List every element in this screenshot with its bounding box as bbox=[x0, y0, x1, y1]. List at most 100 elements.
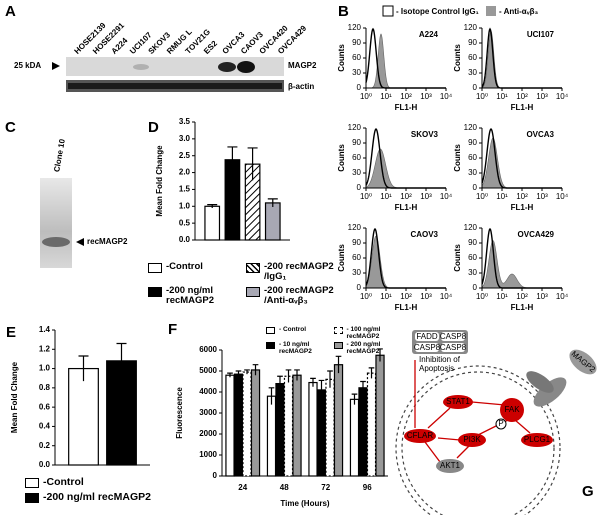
band-label: recMAGP2 bbox=[87, 237, 128, 246]
bar bbox=[233, 373, 244, 477]
legend-label: -200 ng/ml recMAGP2 bbox=[43, 490, 151, 503]
y-axis-label: Counts bbox=[337, 144, 346, 172]
legend-label: - 10 ng/ml recMAGP2 bbox=[279, 341, 312, 356]
x-axis-label: FL1-H bbox=[395, 103, 418, 112]
x-tick-label: 10³ bbox=[420, 192, 432, 201]
y-tick-label: 120 bbox=[348, 223, 362, 232]
x-tick-label: 10¹ bbox=[496, 292, 508, 301]
legend-item: - 10 ng/ml recMAGP2 bbox=[266, 341, 331, 355]
gel bbox=[40, 178, 72, 268]
y-tick-label: 5000 bbox=[199, 366, 217, 375]
histogram-anti bbox=[365, 148, 446, 189]
bar bbox=[264, 202, 281, 241]
node bbox=[404, 429, 436, 443]
y-tick-label: 0 bbox=[473, 83, 478, 92]
legend-swatch bbox=[148, 263, 162, 273]
x-tick-label: 10¹ bbox=[380, 192, 392, 201]
node bbox=[500, 398, 524, 422]
x-tick-label: 10² bbox=[400, 92, 412, 101]
y-tick-label: 90 bbox=[352, 238, 361, 247]
plot-title: UCI107 bbox=[527, 30, 555, 39]
plot-title: SKOV3 bbox=[411, 130, 439, 139]
x-tick-label: 10⁴ bbox=[440, 292, 453, 301]
x-tick-label: 10³ bbox=[536, 292, 548, 301]
bar bbox=[275, 383, 285, 477]
legend: -Control -200 ng/ml recMAGP2 -200 recMAGP2… bbox=[148, 261, 336, 307]
gel-band bbox=[42, 237, 70, 247]
legend-item: - 100 ng/ml recMAGP2 bbox=[333, 326, 399, 340]
panel-label: G bbox=[582, 483, 594, 500]
x-tick-label: 72 bbox=[321, 483, 330, 492]
x-tick-label: 10¹ bbox=[496, 92, 508, 101]
error-bar bbox=[351, 393, 358, 405]
legend-swatch bbox=[148, 286, 162, 297]
node-label: FAK bbox=[504, 405, 520, 414]
y-tick-label: 120 bbox=[464, 223, 478, 232]
x-tick-label: 10¹ bbox=[496, 192, 508, 201]
band-arrow bbox=[76, 238, 84, 246]
y-tick-label: 120 bbox=[464, 123, 478, 132]
complex-box bbox=[415, 343, 439, 352]
bar bbox=[266, 395, 277, 477]
error-bar bbox=[244, 369, 250, 375]
legend-item: -200 recMAGP2 /Anti-αᵥβ₃ bbox=[246, 285, 336, 307]
histogram-anti bbox=[366, 33, 446, 89]
membrane bbox=[395, 365, 561, 515]
arrows bbox=[414, 360, 531, 463]
legend-item: -Control bbox=[25, 476, 165, 489]
node bbox=[521, 433, 553, 447]
error-bar bbox=[294, 369, 300, 381]
y-tick-label: 4000 bbox=[199, 387, 217, 396]
x-tick-label: 10⁰ bbox=[476, 92, 488, 101]
y-tick-label: 0.5 bbox=[179, 218, 191, 227]
x-tick-label: 10⁴ bbox=[556, 192, 569, 201]
y-tick-label: 0 bbox=[473, 183, 478, 192]
node-label: P bbox=[498, 419, 503, 428]
legend-swatch bbox=[25, 478, 39, 488]
y-tick-label: 120 bbox=[348, 23, 362, 32]
band-label: MAGP2 bbox=[288, 61, 317, 70]
error-bar bbox=[207, 204, 218, 208]
clone-label: Clone 10 bbox=[52, 138, 67, 173]
legend-label: -200 recMAGP2 /IgG₁ bbox=[264, 261, 334, 283]
blot-band bbox=[133, 64, 149, 70]
y-tick-label: 0.6 bbox=[39, 402, 51, 411]
y-tick-label: 0.0 bbox=[39, 460, 51, 469]
panel-label: F bbox=[168, 321, 177, 338]
diagram-note: Inhibition of Apoptosis bbox=[419, 355, 460, 374]
legend-item: - Control bbox=[266, 326, 331, 340]
y-tick-label: 0.0 bbox=[179, 235, 191, 244]
complex-box bbox=[415, 332, 439, 341]
marker-arrow bbox=[52, 62, 60, 70]
legend-item: - 200 ng/ml recMAGP2 bbox=[333, 341, 399, 355]
y-tick-label: 3.0 bbox=[179, 134, 191, 143]
plot-title: A224 bbox=[419, 30, 439, 39]
bar bbox=[349, 398, 360, 477]
legend-item: -200 recMAGP2 /IgG₁ bbox=[246, 261, 336, 283]
y-tick-label: 90 bbox=[352, 138, 361, 147]
error-bar bbox=[227, 372, 233, 378]
pathway-diagram: MAGP2 FADD CASP8 CASP8 CASP8 STAT1 FAK P… bbox=[395, 330, 597, 515]
x-tick-label: 48 bbox=[280, 483, 289, 492]
error-bar bbox=[267, 198, 278, 207]
x-tick-label: 10⁰ bbox=[476, 192, 488, 201]
legend-label: -200 ng/ml recMAGP2 bbox=[166, 284, 215, 307]
node-label: CASP8 bbox=[414, 343, 441, 352]
x-tick-label: 10⁴ bbox=[556, 92, 569, 101]
error-bar bbox=[368, 367, 375, 379]
y-tick-label: 120 bbox=[464, 23, 478, 32]
legend-swatch bbox=[246, 286, 260, 297]
y-tick-label: 0.4 bbox=[39, 422, 51, 431]
node-label: AKT1 bbox=[440, 461, 461, 470]
y-tick-label: 1.4 bbox=[39, 325, 51, 334]
node-label: PLCG1 bbox=[524, 435, 551, 444]
x-axis-label: FL1-H bbox=[511, 303, 534, 312]
y-tick-label: 90 bbox=[468, 238, 477, 247]
ligand bbox=[569, 349, 597, 375]
panel-label: B bbox=[338, 3, 349, 20]
y-tick-label: 0 bbox=[473, 283, 478, 292]
legend-label: -Control bbox=[166, 261, 203, 272]
legend: - Control - 10 ng/ml recMAGP2 - 100 ng/ml … bbox=[266, 326, 398, 356]
panel-label: E bbox=[6, 324, 16, 341]
